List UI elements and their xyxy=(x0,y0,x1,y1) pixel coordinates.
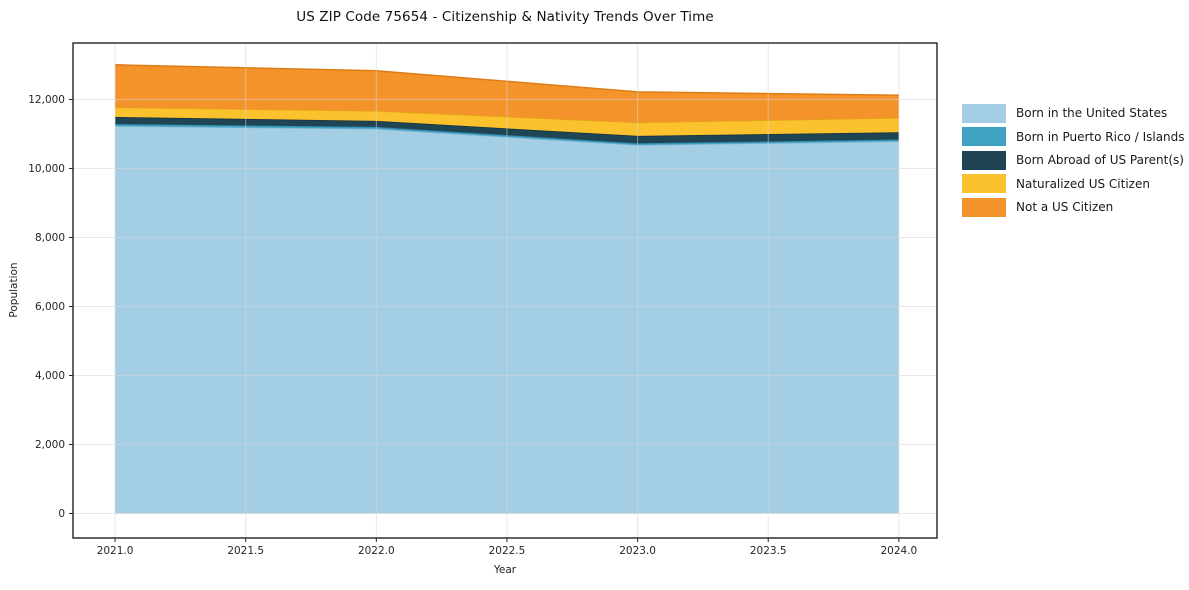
legend-swatch-icon xyxy=(962,150,1006,170)
x-tick-label: 2023.5 xyxy=(750,545,787,557)
legend-label: Born in the United States xyxy=(1016,106,1168,120)
x-tick-label: 2023.0 xyxy=(619,545,656,557)
legend-swatch-icon xyxy=(962,174,1006,193)
y-tick-label: 0 xyxy=(58,508,65,520)
x-tick-label: 2024.0 xyxy=(880,545,917,557)
legend-label: Born Abroad of US Parent(s) xyxy=(1016,153,1184,167)
legend-swatch-icon xyxy=(962,197,1006,217)
y-tick-label: 8,000 xyxy=(35,232,65,244)
y-tick-label: 6,000 xyxy=(35,301,65,313)
x-tick-label: 2021.5 xyxy=(227,545,264,557)
area-series-1 xyxy=(115,124,899,145)
legend-item: Born Abroad of US Parent(s) xyxy=(962,150,1185,170)
legend-item: Not a US Citizen xyxy=(962,197,1185,217)
x-tick-label: 2021.0 xyxy=(97,545,134,557)
x-axis-label: Year xyxy=(493,564,517,576)
legend-item: Naturalized US Citizen xyxy=(962,174,1185,194)
legend: Born in the United States Born in Puerto… xyxy=(962,103,1185,221)
x-tick-label: 2022.5 xyxy=(489,545,526,557)
legend-label: Naturalized US Citizen xyxy=(1016,176,1150,191)
legend-item: Born in the United States xyxy=(962,103,1185,123)
y-tick-label: 10,000 xyxy=(28,163,65,175)
legend-label: Born in Puerto Rico / Islands xyxy=(1016,129,1185,144)
legend-swatch-icon xyxy=(962,127,1006,146)
chart-title: US ZIP Code 75654 - Citizenship & Nativi… xyxy=(296,9,714,25)
x-tick-label: 2022.0 xyxy=(358,545,395,557)
legend-label: Not a US Citizen xyxy=(1016,200,1114,214)
legend-swatch-icon xyxy=(962,103,1006,123)
y-tick-label: 4,000 xyxy=(35,370,65,382)
plot-frame xyxy=(72,42,938,539)
legend-item: Born in Puerto Rico / Islands xyxy=(962,127,1185,147)
y-axis-label: Population xyxy=(8,262,20,318)
y-tick-label: 12,000 xyxy=(28,94,65,106)
y-tick-label: 2,000 xyxy=(35,439,65,451)
